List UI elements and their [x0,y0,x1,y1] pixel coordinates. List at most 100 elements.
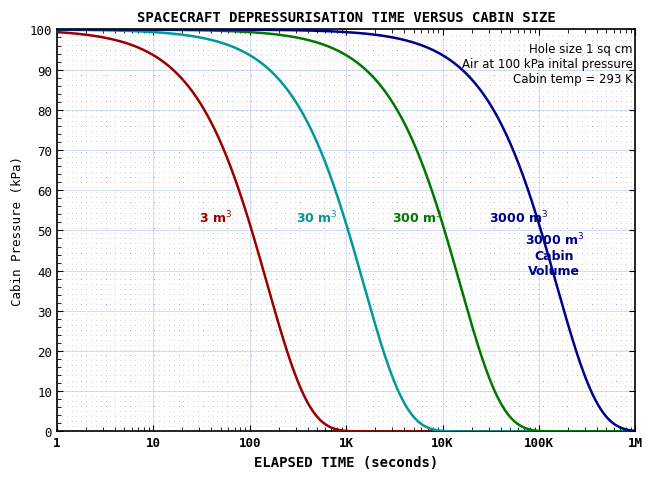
Point [349,301,359,309]
Point [188,158,198,166]
Point [237,372,247,380]
Point [407,311,417,319]
Point [256,179,266,187]
Point [251,209,262,217]
Point [120,194,130,202]
Point [256,387,266,395]
Point [577,357,587,364]
Point [417,428,427,435]
Point [567,357,577,364]
Point [465,169,475,177]
Point [470,97,480,105]
Point [164,215,174,222]
Point [392,154,402,161]
Point [587,235,597,242]
Point [363,326,373,334]
Point [460,423,470,431]
Point [533,311,543,319]
Point [222,351,232,359]
Point [509,179,519,187]
Point [246,351,256,359]
Point [601,270,611,278]
Point [557,62,568,70]
Point [198,250,208,258]
Point [611,402,621,410]
Point [621,42,631,49]
Point [57,215,67,222]
Point [557,382,568,390]
Point [241,397,252,405]
Point [86,276,96,283]
Point [222,32,232,39]
Point [120,341,130,349]
Point [591,387,602,395]
Point [591,36,602,44]
Point [606,301,616,309]
Point [212,351,222,359]
Point [543,235,553,242]
Point [76,306,86,313]
Point [562,367,573,374]
Point [611,209,621,217]
Point [479,184,490,192]
Point [193,255,203,263]
Point [581,72,592,80]
Point [149,377,160,384]
Point [431,215,441,222]
Point [329,164,339,171]
Point [222,397,232,405]
Point [246,123,256,131]
Point [489,250,500,258]
Point [203,154,213,161]
Point [445,103,456,110]
Point [125,83,135,90]
Point [577,123,587,131]
Point [562,357,573,364]
Point [52,169,62,177]
Point [519,336,529,344]
Point [193,260,203,268]
Point [52,77,62,85]
Point [562,280,573,288]
Point [61,428,72,435]
Point [485,113,495,120]
Point [52,428,62,435]
Point [455,276,466,283]
Point [591,215,602,222]
Point [300,169,310,177]
Point [290,144,300,151]
Point [324,113,334,120]
Point [169,118,179,126]
Point [426,42,436,49]
Point [577,103,587,110]
Point [188,199,198,207]
Point [519,215,529,222]
Point [71,87,82,95]
Point [606,36,616,44]
Point [581,108,592,116]
Point [169,204,179,212]
Point [120,290,130,298]
Point [441,377,451,384]
Point [383,57,393,65]
Point [339,402,349,410]
Point [285,341,296,349]
Point [621,77,631,85]
Point [339,62,349,70]
Point [110,204,120,212]
Point [290,204,300,212]
Point [475,392,485,400]
Point [232,311,242,319]
Point [392,184,402,192]
Point [237,184,247,192]
Point [368,108,378,116]
Point [246,382,256,390]
Point [397,311,407,319]
Point [217,423,228,431]
Point [212,367,222,374]
Point [567,215,577,222]
Point [61,280,72,288]
Point [237,209,247,217]
Point [397,204,407,212]
Point [280,382,290,390]
